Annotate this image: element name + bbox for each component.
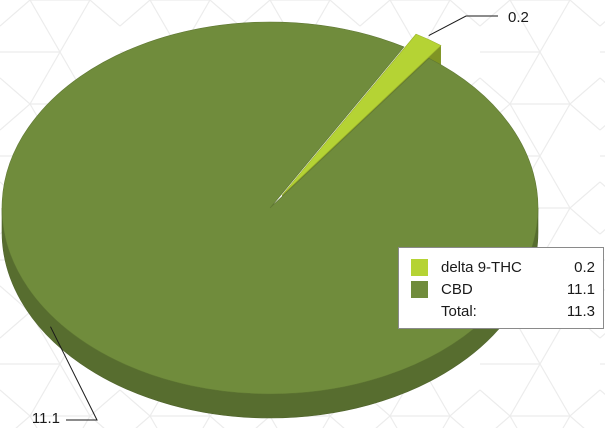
legend-total-value: 11.3 [566,302,595,320]
data-label-thc: 0.2 [508,9,529,26]
chart-legend: delta 9-THC 0.2 CBD 11.1 Total: 11.3 [398,247,604,329]
legend-row-total: Total: 11.3 [411,300,595,322]
legend-value-cbd: 11.1 [566,280,595,298]
pie-slice-thc [281,33,442,196]
legend-row-thc: delta 9-THC 0.2 [411,256,595,278]
legend-total-label: Total: [441,302,477,320]
legend-swatch-cbd [411,280,428,298]
legend-row-cbd: CBD 11.1 [411,278,595,300]
leader-line-cbd [50,326,98,421]
pie-slice-cbd [1,21,539,395]
legend-label-cbd: CBD [441,280,473,298]
data-label-cbd: 11.1 [32,410,60,427]
legend-swatch-thc [411,258,428,276]
legend-label-thc: delta 9-THC [441,258,522,276]
leader-line-thc [428,15,498,37]
legend-value-thc: 0.2 [574,258,595,276]
